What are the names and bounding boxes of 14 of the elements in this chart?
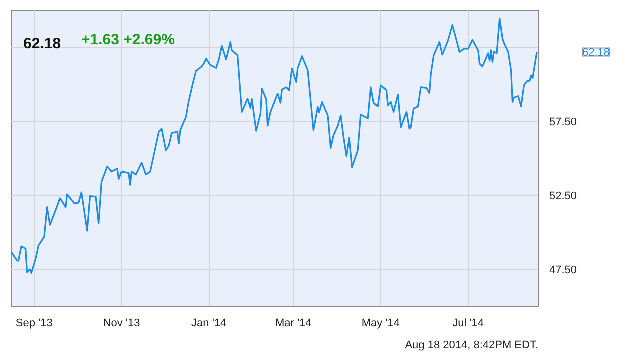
y-tick-label: 57.50 — [550, 116, 578, 128]
y-tick-label: 47.50 — [550, 264, 578, 276]
y-tick-label: 52.50 — [550, 190, 578, 202]
x-tick-label: Jan '14 — [192, 318, 227, 330]
x-tick-label: Sep '13 — [16, 318, 53, 330]
x-tick-label: Nov '13 — [103, 318, 140, 330]
text: +1.63 +2.69% — [82, 32, 175, 48]
x-tick-label: Mar '14 — [275, 318, 312, 330]
text: 62.18 — [582, 47, 610, 60]
line-series — [12, 18, 538, 274]
text: 62.18 — [24, 36, 62, 52]
x-tick-label: Jul '14 — [452, 318, 484, 330]
text: Aug 18 2014, 8:42PM EDT. — [405, 340, 539, 352]
x-tick-label: May '14 — [362, 318, 400, 330]
